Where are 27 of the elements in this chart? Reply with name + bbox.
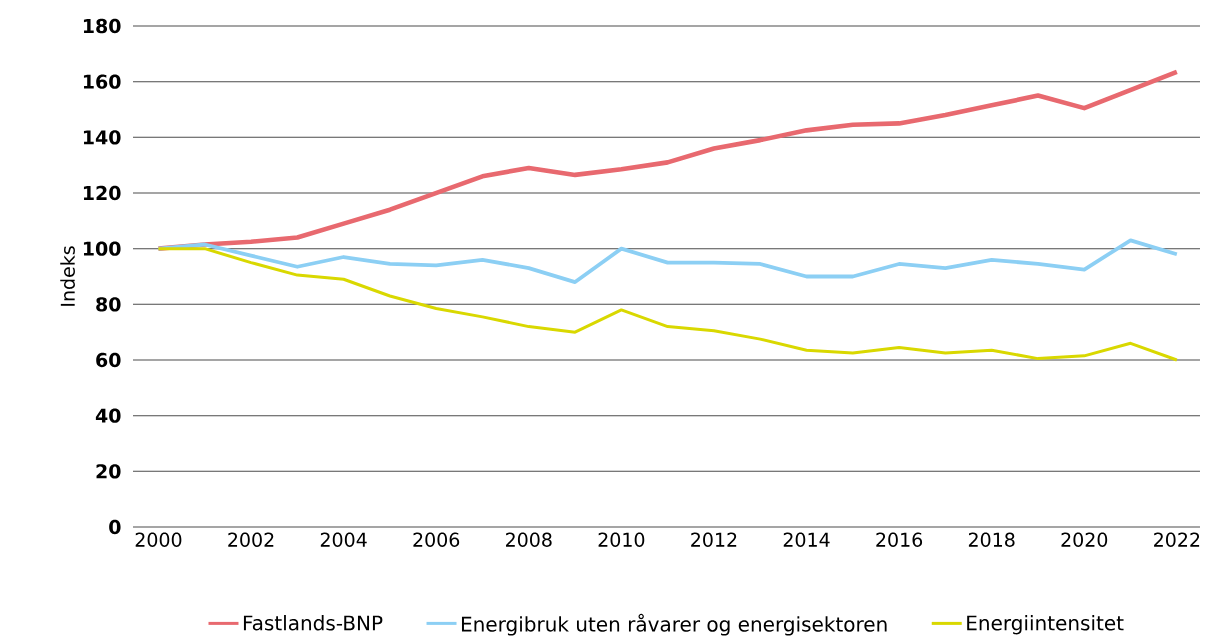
x-tick-label: 2012 (691, 532, 737, 547)
y-tick-label: 100 (83, 241, 121, 256)
y-tick-label: 80 (96, 297, 121, 312)
x-tick-label: 2008 (506, 532, 552, 547)
y-tick-label: 60 (96, 352, 121, 368)
x-tick-label: 2014 (783, 532, 830, 547)
y-axis-title: Indeks (60, 246, 75, 306)
x-tick-label: 2002 (228, 532, 274, 547)
x-tick-label: 2004 (320, 532, 367, 547)
y-tick-label: 160 (83, 74, 121, 89)
legend-label: Fastlands-BNP (243, 615, 383, 631)
x-tick-label: 2022 (1154, 532, 1200, 547)
x-tick-label: 2000 (135, 532, 182, 547)
x-tick-label: 2018 (968, 532, 1015, 547)
x-tick-label: 2006 (413, 532, 460, 547)
y-tick-label: 0 (109, 519, 121, 535)
y-tick-label: 120 (83, 185, 121, 201)
x-tick-label: 2016 (876, 532, 923, 547)
x-tick-label: 2020 (1061, 532, 1108, 547)
x-tick-label: 2010 (598, 532, 645, 547)
legend-label: Energiintensitet (967, 615, 1124, 635)
y-tick-label: 180 (83, 18, 121, 34)
line-series (156, 247, 1179, 362)
legend-label: Energibruk uten råvarer og energisektoren (461, 613, 887, 636)
y-tick-label: 20 (96, 464, 121, 479)
y-tick-label: 40 (95, 408, 121, 423)
y-tick-label: 140 (83, 130, 121, 145)
